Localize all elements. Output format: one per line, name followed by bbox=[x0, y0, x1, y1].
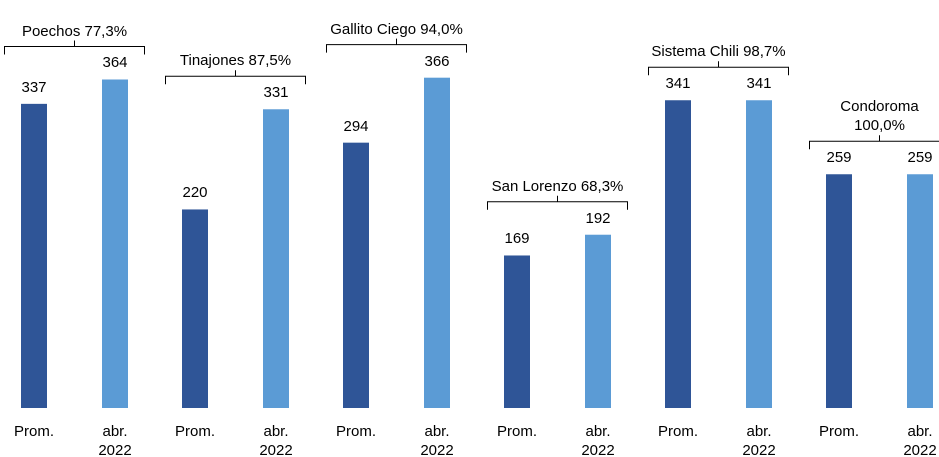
bar bbox=[665, 100, 691, 408]
value-label: 366 bbox=[424, 52, 450, 70]
bracket bbox=[165, 70, 306, 85]
value-label: 259 bbox=[826, 149, 852, 167]
bar bbox=[504, 255, 530, 408]
bar bbox=[585, 234, 611, 408]
x-tick-label: Prom. bbox=[13, 423, 54, 440]
bracket bbox=[326, 38, 467, 53]
x-tick-label: abr. 2022 bbox=[903, 423, 937, 457]
value-label: 331 bbox=[263, 84, 289, 102]
value-label: 364 bbox=[102, 54, 128, 72]
value-label: 169 bbox=[504, 230, 530, 248]
bracket bbox=[809, 135, 939, 150]
x-tick-label: abr. 2022 bbox=[742, 423, 776, 457]
x-tick-label: abr. 2022 bbox=[259, 423, 293, 457]
bar bbox=[182, 209, 208, 408]
bracket bbox=[4, 40, 145, 55]
x-tick-label: abr. 2022 bbox=[581, 423, 615, 457]
bar bbox=[343, 142, 369, 409]
bar bbox=[907, 174, 933, 408]
bar bbox=[21, 103, 47, 409]
x-tick-label: Prom. bbox=[174, 423, 215, 440]
x-tick-label: Prom. bbox=[335, 423, 376, 440]
group-label: Gallito Ciego 94,0% bbox=[330, 20, 463, 38]
value-label: 341 bbox=[665, 75, 691, 93]
bar bbox=[746, 100, 772, 408]
group-label: Poechos 77,3% bbox=[21, 22, 128, 40]
x-tick-label: Prom. bbox=[496, 423, 537, 440]
bracket bbox=[648, 61, 789, 76]
x-tick-label: Prom. bbox=[657, 423, 698, 440]
group-label: Sistema Chili 98,7% bbox=[651, 43, 786, 61]
x-tick-label: abr. 2022 bbox=[98, 423, 132, 457]
value-label: 337 bbox=[21, 78, 47, 96]
value-label: 294 bbox=[343, 117, 369, 135]
group-label: San Lorenzo 68,3% bbox=[491, 177, 624, 195]
bar bbox=[826, 174, 852, 408]
value-label: 341 bbox=[746, 75, 772, 93]
bar bbox=[424, 77, 450, 408]
group-label: Condoroma 100,0% bbox=[840, 98, 919, 135]
bracket bbox=[487, 195, 628, 210]
bar bbox=[263, 109, 289, 409]
x-tick-label: abr. 2022 bbox=[420, 423, 454, 457]
value-label: 192 bbox=[585, 209, 611, 227]
bar bbox=[102, 79, 128, 409]
value-label: 220 bbox=[182, 184, 208, 202]
value-label: 259 bbox=[907, 149, 933, 167]
x-tick-label: Prom. bbox=[818, 423, 859, 440]
group-label: Tinajones 87,5% bbox=[179, 52, 292, 70]
